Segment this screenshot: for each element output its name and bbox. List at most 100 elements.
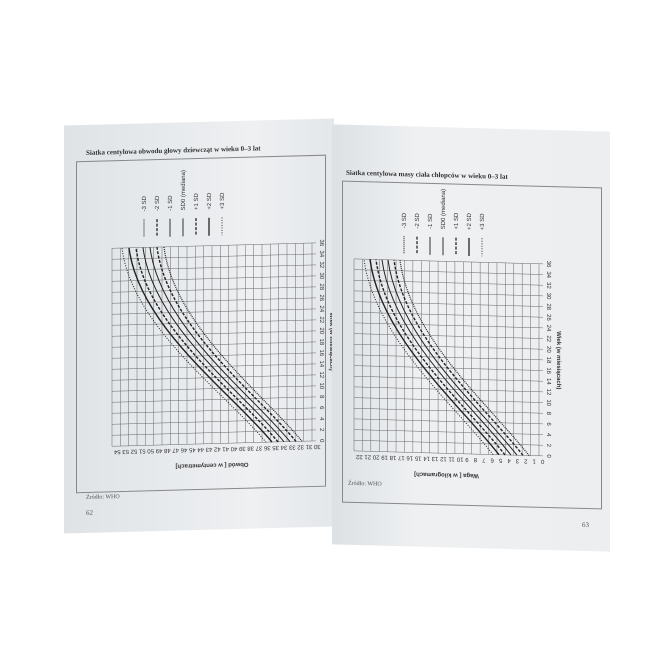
legend-label-0: -3 SD (142, 195, 148, 211)
x-tick-label: 18 (545, 357, 551, 364)
y-tick-label: 13 (431, 455, 438, 461)
grid-hline (354, 397, 543, 403)
x-tick-label: 20 (318, 327, 324, 334)
x-tick-label: 8 (545, 412, 551, 416)
percentile-curve-6 (121, 247, 267, 443)
grid-hline (354, 418, 543, 425)
y-tick-label: 2 (524, 457, 528, 463)
legend-label-1: -2 SD (415, 213, 421, 229)
y-tick-label: 19 (381, 454, 388, 460)
x-tick-label: 22 (318, 316, 324, 323)
y-tick-label: 53 (122, 448, 129, 454)
y-tick-label: 39 (238, 445, 245, 451)
grid-hline (112, 374, 316, 381)
x-tick-label: 26 (545, 314, 551, 321)
percentile-curve-0 (163, 246, 303, 442)
legend-label-3: SD0 (mediana) (181, 170, 187, 211)
x-tick-label: 14 (545, 378, 551, 385)
y-tick-label: 17 (397, 454, 404, 460)
grid-hline (354, 429, 543, 435)
grid-hline (112, 363, 316, 370)
x-tick-label: 16 (545, 367, 551, 374)
y-axis-label: Obwód [ w centymetrach] (175, 461, 248, 469)
y-tick-label: 45 (188, 446, 195, 452)
legend-label-6: +3 SD (220, 192, 226, 210)
y-tick-label: 8 (473, 456, 477, 462)
y-tick-label: 46 (180, 446, 187, 452)
y-tick-label: 7 (481, 456, 485, 462)
x-tick-label: 26 (318, 294, 324, 301)
grid-hline (112, 440, 316, 447)
x-tick-label: 24 (545, 325, 551, 332)
y-tick-label: 21 (364, 453, 371, 459)
grid-hline (354, 408, 543, 414)
grid-hline (112, 242, 316, 249)
percentile-curve-6 (363, 259, 494, 455)
x-axis-label: Wiek (w miesiącach) (555, 331, 561, 389)
y-tick-label: 20 (372, 453, 379, 459)
y-tick-label: 52 (130, 448, 137, 454)
left-page: Siatka centylowa obwodu głowy dziewcząt … (64, 118, 334, 534)
y-tick-label: 47 (172, 447, 179, 453)
x-tick-label: 12 (318, 371, 324, 378)
y-tick-label: 35 (272, 444, 279, 450)
y-tick-label: 42 (213, 445, 220, 451)
y-tick-label: 44 (197, 446, 204, 452)
y-tick-label: 37 (255, 444, 262, 450)
y-tick-label: 0 (540, 458, 544, 464)
y-tick-label: 10 (456, 456, 463, 462)
y-axis-label: Waga [ w kilogramach] (414, 471, 479, 479)
x-tick-label: 30 (545, 293, 551, 300)
grid-hline (354, 301, 543, 307)
legend-label-4: +1 SD (194, 192, 200, 210)
grid-hline (112, 275, 316, 282)
y-tick-label: 3 (515, 457, 519, 463)
grid-hline (354, 344, 543, 350)
x-tick-label: 10 (318, 382, 324, 389)
x-tick-label: 2 (318, 428, 324, 432)
legend-label-4: +1 SD (454, 212, 460, 230)
y-tick-label: 36 (263, 444, 270, 450)
left-chart: -3 SD -2 SD -1 SD SD0 (mediana) +1 SD +2 SD +3… (111, 170, 334, 469)
x-tick-label: 12 (545, 389, 551, 396)
percentile-curve-5 (128, 247, 273, 443)
y-tick-label: 1 (532, 458, 536, 464)
percentile-curve-1 (393, 259, 524, 456)
right-chart: -3 SD -2 SD -1 SD SD0 (mediana) +1 SD +2 SD +3… (353, 189, 561, 479)
y-tick-label: 48 (163, 447, 170, 453)
y-tick-label: 15 (414, 455, 421, 461)
grid-hline (112, 297, 316, 304)
x-tick-label: 22 (545, 335, 551, 342)
grid-hline (354, 290, 543, 297)
y-tick-label: 31 (305, 443, 312, 449)
grid-hline (112, 253, 316, 260)
grid-hline (112, 429, 316, 436)
grid-hline (112, 308, 316, 315)
percentile-curve-2 (149, 247, 291, 442)
legend-label-5: +2 SD (467, 212, 473, 230)
y-tick-label: 38 (247, 445, 254, 451)
grid-hline (112, 286, 316, 293)
grid-hline (354, 386, 543, 393)
legend-label-1: -2 SD (155, 195, 161, 211)
y-tick-label: 32 (297, 443, 304, 449)
y-tick-label: 34 (280, 444, 287, 450)
percentile-curve-3 (381, 259, 512, 456)
x-tick-label: 28 (318, 283, 324, 290)
legend-label-3: SD0 (mediana) (441, 189, 447, 230)
grid-hline (112, 319, 316, 326)
legend-label-2: -1 SD (428, 213, 434, 229)
grid-hline (354, 450, 543, 457)
x-tick-label: 36 (545, 261, 551, 268)
y-tick-label: 4 (507, 457, 511, 463)
grid-hline (354, 258, 543, 265)
percentile-curve-1 (156, 246, 297, 442)
grid-hline (354, 333, 543, 339)
x-tick-label: 14 (318, 360, 324, 367)
y-tick-label: 9 (465, 456, 469, 462)
y-tick-label: 50 (147, 447, 154, 453)
x-tick-label: 10 (545, 399, 551, 406)
legend-label-5: +2 SD (207, 192, 213, 210)
grid-hline (354, 354, 543, 361)
y-tick-label: 18 (389, 454, 396, 460)
